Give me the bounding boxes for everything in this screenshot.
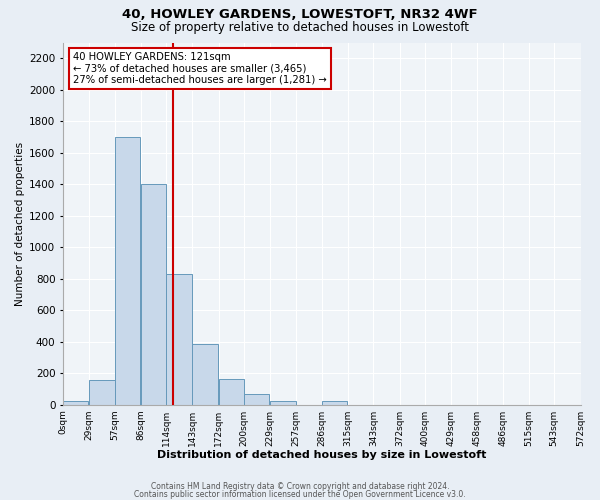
Text: Contains HM Land Registry data © Crown copyright and database right 2024.: Contains HM Land Registry data © Crown c…	[151, 482, 449, 491]
Y-axis label: Number of detached properties: Number of detached properties	[15, 142, 25, 306]
Bar	[244, 394, 269, 404]
Bar	[115, 137, 140, 404]
Text: 40 HOWLEY GARDENS: 121sqm
← 73% of detached houses are smaller (3,465)
27% of se: 40 HOWLEY GARDENS: 121sqm ← 73% of detac…	[73, 52, 327, 85]
Bar	[141, 184, 166, 404]
Bar	[218, 380, 244, 404]
Bar	[193, 344, 218, 405]
Text: 40, HOWLEY GARDENS, LOWESTOFT, NR32 4WF: 40, HOWLEY GARDENS, LOWESTOFT, NR32 4WF	[122, 8, 478, 20]
Bar	[322, 400, 347, 404]
X-axis label: Distribution of detached houses by size in Lowestoft: Distribution of detached houses by size …	[157, 450, 487, 460]
Text: Contains public sector information licensed under the Open Government Licence v3: Contains public sector information licen…	[134, 490, 466, 499]
Bar	[63, 402, 88, 404]
Bar	[270, 400, 296, 404]
Text: Size of property relative to detached houses in Lowestoft: Size of property relative to detached ho…	[131, 21, 469, 34]
Bar	[166, 274, 191, 404]
Bar	[89, 380, 115, 404]
